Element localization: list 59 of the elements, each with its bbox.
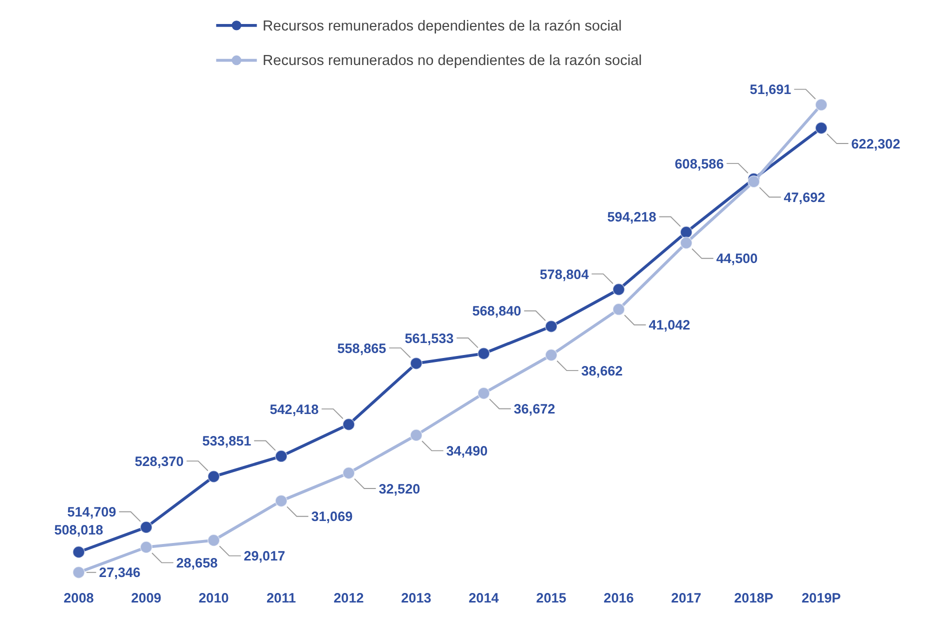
data-label: 34,490 xyxy=(446,444,488,459)
data-label: 32,520 xyxy=(378,481,420,496)
point xyxy=(140,540,153,554)
data-label: 41,042 xyxy=(648,318,690,333)
legend-label: Recursos remunerados no dependientes de la razón social xyxy=(262,53,642,70)
data-label: 558,865 xyxy=(337,340,387,356)
point xyxy=(747,175,760,188)
point xyxy=(274,494,288,508)
point xyxy=(544,348,558,362)
data-label: 568,840 xyxy=(472,304,522,319)
point xyxy=(612,283,626,296)
x-tick-label: 2015 xyxy=(536,590,567,606)
point xyxy=(612,303,626,316)
point xyxy=(342,418,356,431)
data-label: 31,069 xyxy=(311,509,354,524)
point xyxy=(274,450,288,463)
point xyxy=(140,520,153,534)
point xyxy=(207,470,220,483)
data-label: 594,218 xyxy=(607,210,657,225)
point xyxy=(680,226,693,239)
data-label: 533,851 xyxy=(202,434,252,449)
data-label: 28,658 xyxy=(176,556,218,571)
point xyxy=(477,386,490,400)
point xyxy=(207,534,220,547)
data-label: 47,692 xyxy=(784,190,826,205)
data-label: 578,804 xyxy=(540,266,590,282)
data-label: 528,370 xyxy=(134,454,184,469)
point xyxy=(814,122,828,134)
data-label: 542,418 xyxy=(270,402,320,417)
data-label: 51,691 xyxy=(750,82,792,98)
x-tick-label: 2010 xyxy=(198,590,229,606)
point xyxy=(72,546,86,558)
data-label: 608,586 xyxy=(674,156,724,172)
data-label: 561,533 xyxy=(404,330,454,346)
legend-label: Recursos remunerados dependientes de la razón social xyxy=(262,18,622,34)
x-tick-label: 2011 xyxy=(266,590,296,606)
x-tick-label: 2018P xyxy=(734,590,774,606)
x-tick-label: 2014 xyxy=(468,590,500,606)
x-tick-label: 2012 xyxy=(334,590,364,606)
point xyxy=(477,347,490,360)
x-tick-label: 2016 xyxy=(604,590,634,606)
x-tick-label: 2009 xyxy=(131,590,162,606)
point xyxy=(342,466,356,480)
x-tick-label: 2013 xyxy=(401,590,432,606)
data-label: 514,709 xyxy=(67,504,117,520)
point xyxy=(680,236,693,250)
data-label: 622,302 xyxy=(851,136,900,152)
x-tick-label: 2019P xyxy=(802,590,841,606)
data-label: 508,018 xyxy=(54,522,104,538)
point xyxy=(410,357,423,370)
data-label: 29,017 xyxy=(244,548,286,564)
data-label: 38,662 xyxy=(581,363,623,378)
data-label: 36,672 xyxy=(514,402,556,417)
point xyxy=(544,320,558,333)
data-label: 44,500 xyxy=(716,251,758,266)
data-label: 27,346 xyxy=(99,565,141,580)
point xyxy=(410,428,423,442)
x-tick-label: 2008 xyxy=(64,590,94,606)
x-tick-label: 2017 xyxy=(671,590,702,606)
